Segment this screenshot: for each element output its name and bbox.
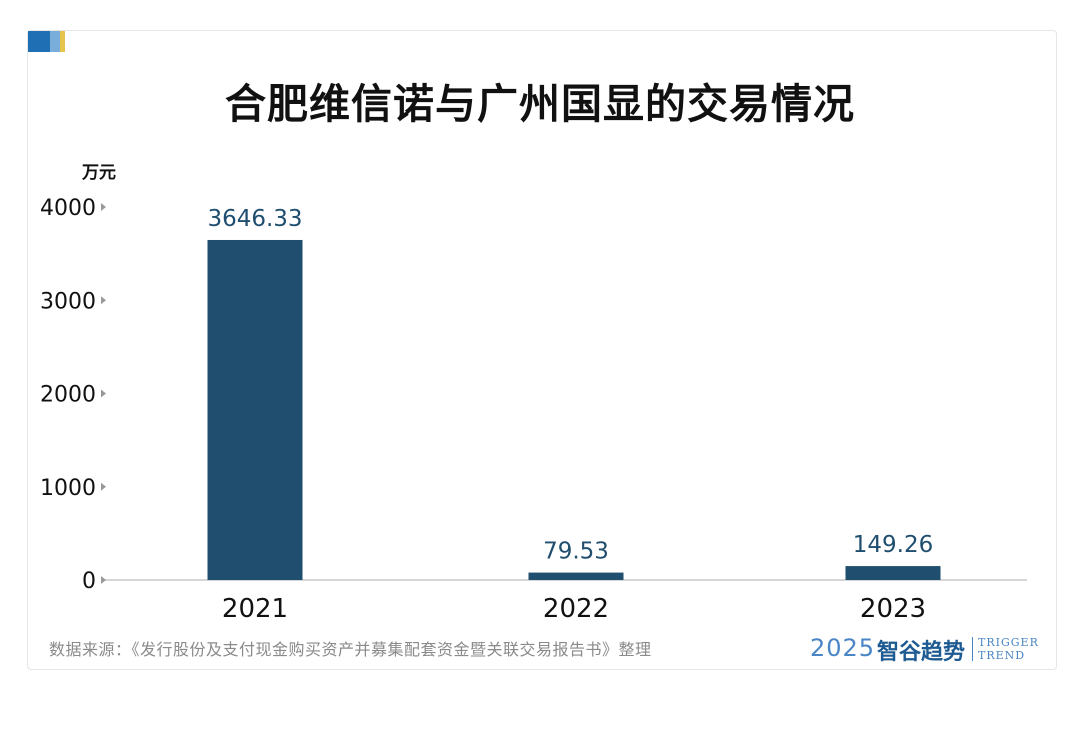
bar bbox=[845, 566, 941, 580]
logo-name-en-line1: TRIGGER bbox=[978, 636, 1039, 649]
y-tick-label: 1000 bbox=[40, 476, 96, 501]
y-tick-marker bbox=[101, 576, 106, 584]
y-axis-unit: 万元 bbox=[82, 163, 116, 183]
y-tick-marker bbox=[101, 389, 106, 398]
bar bbox=[528, 572, 624, 580]
y-tick-label: 0 bbox=[82, 569, 96, 594]
bar-value-label: 3646.33 bbox=[207, 206, 302, 232]
bar-value-label: 79.53 bbox=[543, 539, 609, 565]
chart-title: 合肥维信诺与广州国显的交易情况 bbox=[225, 80, 855, 128]
logo-name-en-line2: TREND bbox=[978, 649, 1026, 662]
bar-value-label: 149.26 bbox=[853, 532, 933, 558]
y-tick-marker bbox=[101, 296, 106, 305]
logo-year: 2025 bbox=[810, 634, 876, 662]
accent-segment bbox=[60, 31, 65, 52]
chart-card bbox=[27, 30, 1057, 670]
accent-segment bbox=[28, 31, 50, 52]
y-tick-label: 2000 bbox=[40, 383, 96, 408]
accent-segment bbox=[50, 31, 60, 52]
y-tick-marker bbox=[101, 203, 106, 211]
x-tick-label: 2021 bbox=[222, 594, 288, 624]
bar bbox=[207, 239, 303, 580]
x-tick-label: 2023 bbox=[860, 594, 926, 624]
logo-name-en: TRIGGER TREND bbox=[978, 636, 1039, 662]
y-tick-label: 4000 bbox=[40, 196, 96, 221]
x-tick-label: 2022 bbox=[543, 594, 609, 624]
data-source-note: 数据来源：《发行股份及支付现金购买资产并募集配套资金暨关联交易报告书》整理 bbox=[49, 640, 652, 659]
logo-divider bbox=[972, 637, 973, 661]
y-tick-marker bbox=[101, 482, 106, 491]
logo-name-cn: 智谷趋势 bbox=[877, 639, 966, 665]
y-tick-label: 3000 bbox=[40, 289, 96, 314]
